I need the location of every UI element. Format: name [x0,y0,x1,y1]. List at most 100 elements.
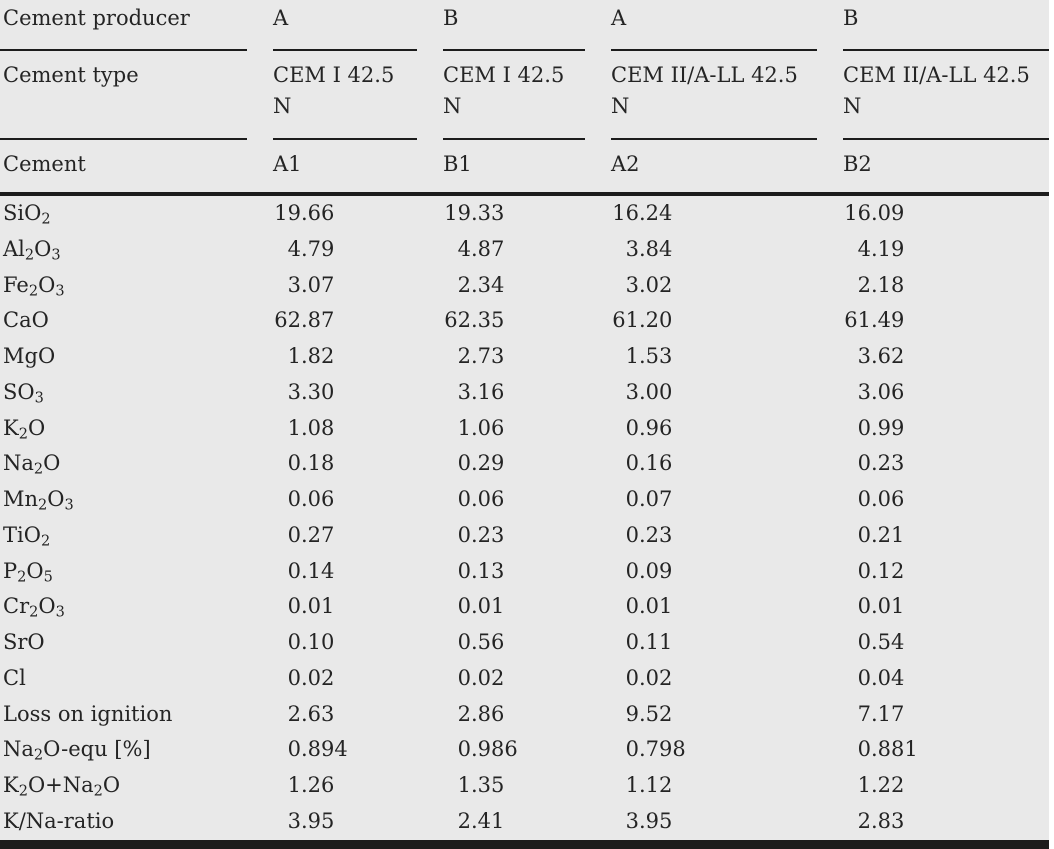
cell-value: 0.01 [611,589,843,625]
cell-value: 62.35 [443,303,611,339]
cell-value: 61.49 [843,303,1049,339]
cell-value: 2.83 [843,804,1049,840]
subscript: 5 [43,569,53,586]
cell-value: 0.06 [273,482,443,518]
value-fraction-part: .01 [639,594,673,619]
table-row: SiO2 19.66 19.33 16.24 16.09 [0,196,1049,232]
label-text: Cr [3,594,30,619]
value-fraction-part: .23 [871,451,905,476]
value-integer-part: 0 [857,415,871,440]
row-label: SO3 [0,375,273,411]
value-integer-part: 0 [625,630,639,655]
table-row: K2O+Na2O 1.26 1.35 1.12 1.22 [0,768,1049,804]
cell-value: 19.66 [273,196,443,232]
subscript: 2 [93,783,103,800]
value-fraction-part: .52 [639,701,673,726]
cell-value: 1.06 [443,411,611,447]
value-integer-part: 0 [857,594,871,619]
cell-value: 1.22 [843,768,1049,804]
value-integer-part: 0 [457,487,471,512]
table-row: Na2O-equ [%] 0.894 0.986 0.798 0.881 [0,732,1049,768]
table-row: Cl 0.02 0.02 0.02 0.04 [0,661,1049,697]
cell-value: 0.11 [611,625,843,661]
value-integer-part: 2 [457,701,471,726]
value-integer-part: 2 [857,809,871,834]
header-cell-producer-1: A [273,0,443,51]
cell-value: 2.41 [443,804,611,840]
cell-value: 0.04 [843,661,1049,697]
value-integer-part: 16 [612,201,639,225]
value-integer-part: 16 [844,201,871,225]
table-row: Mn2O3 0.06 0.06 0.07 0.06 [0,482,1049,518]
value-integer-part: 0 [457,630,471,655]
table-row: CaO 62.87 62.35 61.20 61.49 [0,303,1049,339]
cell-value: 9.52 [611,697,843,733]
cell-value: 0.01 [443,589,611,625]
value-fraction-part: .02 [639,272,673,297]
label-text: SrO [3,630,45,655]
label-text: K [3,773,19,798]
value-integer-part: 0 [857,487,871,512]
subscript: 3 [34,390,44,407]
cell-value: 0.54 [843,625,1049,661]
cement-type-line1: CEM I 42.5 [443,63,565,87]
value-fraction-part: .20 [639,308,673,333]
value-fraction-part: .35 [471,308,505,333]
value-fraction-part: .12 [871,558,905,583]
table-row: P2O5 0.14 0.13 0.09 0.12 [0,554,1049,590]
cell-value: 0.986 [443,732,611,768]
cell-value: 3.84 [611,232,843,268]
row-label: Loss on ignition [0,697,273,733]
table-row: K/Na-ratio 3.95 2.41 3.95 2.83 [0,804,1049,840]
value-fraction-part: .96 [639,415,673,440]
value-fraction-part: .53 [639,344,673,369]
value-integer-part: 0 [625,558,639,583]
cell-value: 4.19 [843,232,1049,268]
value-fraction-part: .06 [871,487,905,512]
value-fraction-part: .29 [471,451,505,476]
value-integer-part: 0 [625,594,639,619]
value-integer-part: 62 [274,308,301,333]
value-integer-part: 0 [625,415,639,440]
header-cell-producer-4: B [843,0,1049,51]
sample-name: A1 [273,152,302,176]
cell-value: 0.07 [611,482,843,518]
cell-value: 0.09 [611,554,843,590]
value-fraction-part: .84 [639,236,673,261]
label-text: O-equ [%] [43,737,151,762]
table-row: TiO2 0.27 0.23 0.23 0.21 [0,518,1049,554]
value-fraction-part: .16 [471,379,505,404]
cell-value: 2.86 [443,697,611,733]
value-integer-part: 2 [457,344,471,369]
value-integer-part: 3 [287,379,301,404]
value-integer-part: 0 [857,737,871,762]
subscript: 2 [18,426,28,443]
label-text: O [38,594,56,619]
cell-value: 0.12 [843,554,1049,590]
label-text: Na [3,737,34,762]
label-text: Na [3,451,34,476]
value-integer-part: 0 [287,594,301,619]
value-integer-part: 4 [287,236,301,261]
value-fraction-part: .09 [639,558,673,583]
label-text: Cl [3,665,26,690]
label-text: O [26,558,44,583]
value-integer-part: 0 [457,665,471,690]
value-fraction-part: .01 [471,594,505,619]
value-integer-part: 0 [625,522,639,547]
cell-value: 3.02 [611,268,843,304]
value-integer-part: 0 [287,522,301,547]
table-row: SrO 0.10 0.56 0.11 0.54 [0,625,1049,661]
value-fraction-part: .83 [871,809,905,834]
cell-value: 0.23 [843,446,1049,482]
cell-value: 2.63 [273,697,443,733]
label-text: P [3,558,18,583]
row-label: K2O+Na2O [0,768,273,804]
value-integer-part: 1 [287,773,301,798]
subscript: 3 [55,604,65,621]
header-divider-rule [0,192,1049,196]
cement-type-line2: N [843,94,862,118]
value-integer-part: 0 [457,594,471,619]
cell-value: 0.02 [443,661,611,697]
subscript: 3 [55,283,65,300]
